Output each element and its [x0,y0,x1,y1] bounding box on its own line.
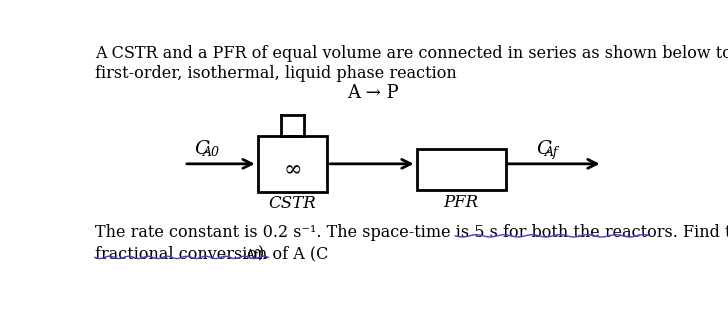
Text: Af: Af [545,146,558,159]
Text: A → P: A → P [347,84,399,102]
Bar [258,136,328,192]
Bar [416,149,506,190]
Text: PFR: PFR [443,194,478,211]
Text: C: C [537,140,552,158]
Text: The rate constant is 0.2 s⁻¹. The space-time is 5 s for both the reactors. Find : The rate constant is 0.2 s⁻¹. The space-… [95,224,728,241]
Text: A CSTR and a PFR of equal volume are connected in series as shown below to carry: A CSTR and a PFR of equal volume are con… [95,45,728,62]
Text: C: C [194,140,209,158]
Text: fractional conversion of A (C: fractional conversion of A (C [95,245,328,263]
Text: ).: ). [258,245,269,263]
Text: CSTR: CSTR [269,195,317,213]
Text: ∞: ∞ [283,159,301,181]
Text: first-order, isothermal, liquid phase reaction: first-order, isothermal, liquid phase re… [95,64,456,81]
Text: Af: Af [245,249,258,262]
Text: A0: A0 [202,146,220,159]
